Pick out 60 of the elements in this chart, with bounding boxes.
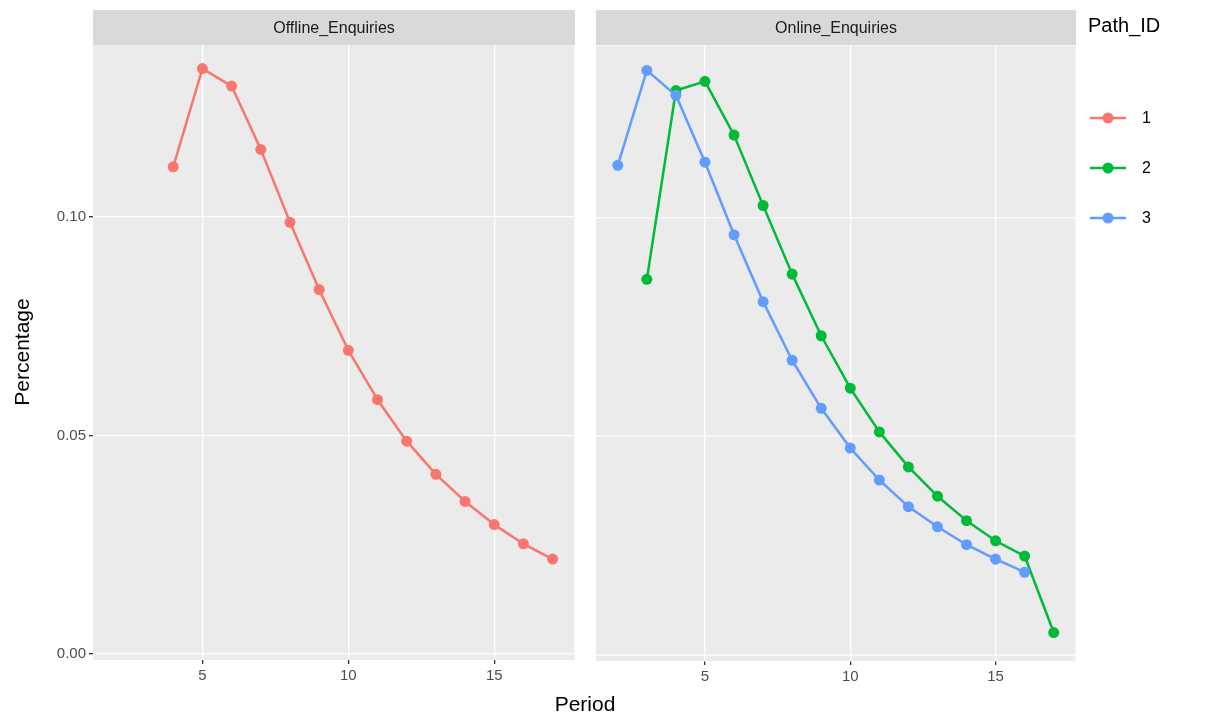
point: [1019, 550, 1031, 562]
point: [990, 534, 1002, 546]
legend-title: Path_ID: [1088, 14, 1161, 37]
point: [430, 468, 442, 480]
chart-title: Offline_Enquiries: [93, 10, 575, 45]
point: [961, 538, 973, 550]
point: [728, 129, 740, 141]
legend-label: 1: [1142, 109, 1151, 127]
point: [488, 519, 500, 531]
chart-title: Online_Enquiries: [596, 10, 1076, 45]
point: [313, 284, 325, 296]
point: [990, 553, 1002, 565]
point: [699, 156, 711, 168]
point: [815, 402, 827, 414]
x-tick-label: 10: [340, 666, 357, 684]
point: [226, 80, 238, 92]
point: [902, 460, 914, 472]
point: [757, 199, 769, 211]
y-axis-title: Percentage: [10, 298, 34, 406]
point: [459, 495, 471, 507]
point: [728, 228, 740, 240]
point: [786, 268, 798, 280]
point: [372, 394, 384, 406]
point: [547, 553, 559, 565]
point: [401, 435, 413, 447]
legend-label: 2: [1142, 159, 1151, 177]
point: [1019, 566, 1031, 578]
point: [873, 425, 885, 437]
legend-label: 3: [1142, 209, 1151, 227]
x-tick-label: 5: [700, 666, 710, 684]
point: [931, 520, 943, 532]
point: [873, 474, 885, 486]
point: [844, 382, 856, 394]
point: [815, 329, 827, 341]
point: [786, 354, 798, 366]
point: [931, 490, 943, 502]
point: [1048, 626, 1060, 638]
x-tick-label: 10: [841, 666, 859, 684]
point: [255, 143, 267, 155]
point: [167, 161, 179, 173]
point: [196, 63, 208, 75]
x-axis-title: Period: [554, 692, 616, 716]
x-tick-label: 15: [485, 666, 503, 684]
y-tick-label: 0.00: [56, 644, 86, 662]
y-tick-label: 0.05: [56, 425, 86, 443]
x-tick-label: 15: [987, 666, 1004, 684]
point: [612, 159, 624, 171]
point: [641, 273, 653, 285]
x-tick-label: 5: [198, 666, 207, 684]
point: [757, 295, 769, 307]
point: [342, 344, 354, 356]
point: [284, 216, 296, 228]
point: [699, 75, 711, 87]
point: [844, 442, 856, 454]
point: [961, 514, 973, 526]
point: [641, 64, 653, 76]
point: [670, 89, 682, 101]
point: [902, 500, 914, 512]
y-tick-label: 0.10: [56, 207, 86, 225]
point: [517, 538, 529, 550]
